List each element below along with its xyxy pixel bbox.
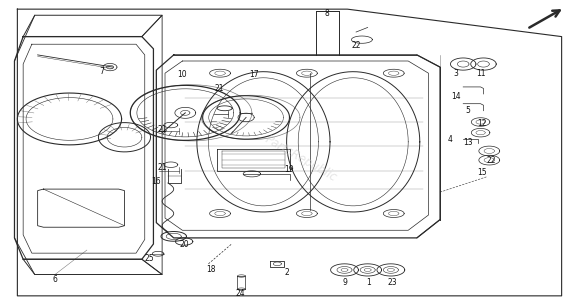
Text: 11: 11 <box>476 69 485 78</box>
Text: 25: 25 <box>145 254 154 263</box>
Text: 8: 8 <box>325 9 329 18</box>
Text: 20: 20 <box>179 240 189 249</box>
Text: 15: 15 <box>477 168 486 177</box>
Text: 9: 9 <box>343 278 347 287</box>
Text: 2: 2 <box>284 267 289 277</box>
Text: 24: 24 <box>236 289 245 298</box>
Text: 22: 22 <box>351 41 361 50</box>
Text: 16: 16 <box>152 177 161 186</box>
Text: 3: 3 <box>454 69 459 78</box>
Text: 10: 10 <box>178 70 187 79</box>
Text: 19: 19 <box>285 165 294 174</box>
Text: 7: 7 <box>99 67 104 76</box>
Text: 21: 21 <box>214 84 223 93</box>
Text: 5: 5 <box>466 106 470 115</box>
Text: 12: 12 <box>477 119 486 128</box>
Text: 6: 6 <box>53 274 57 284</box>
Text: 4: 4 <box>448 135 453 144</box>
Text: PartsRepublic: PartsRepublic <box>263 133 339 185</box>
Text: 17: 17 <box>249 70 258 79</box>
Text: 21: 21 <box>157 125 167 134</box>
Text: 21: 21 <box>157 163 167 172</box>
Text: 14: 14 <box>452 92 461 101</box>
Text: 13: 13 <box>463 138 472 147</box>
Text: 1: 1 <box>366 278 371 287</box>
Text: 22: 22 <box>486 156 496 165</box>
Text: 18: 18 <box>207 264 216 274</box>
Text: 23: 23 <box>388 278 397 287</box>
